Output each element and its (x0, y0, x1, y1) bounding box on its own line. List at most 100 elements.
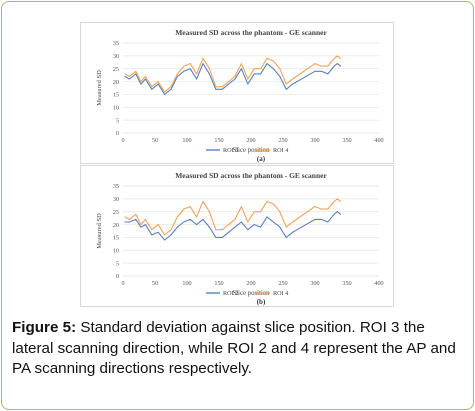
chart-a-x-tick-label: 0 (121, 137, 124, 144)
chart-b-series-1-point (240, 206, 242, 208)
chart-b-series-0-point (340, 213, 342, 215)
chart-a-series-0-point (260, 73, 262, 75)
chart-b-series-1-point (314, 206, 316, 208)
chart-a-series-0-point (234, 78, 236, 80)
chart-b-y-axis-label: Measured SD (96, 213, 103, 249)
chart-a-x-tick-label: 50 (152, 137, 158, 144)
chart-b-series-1-point (208, 211, 210, 213)
chart-a-y-axis-label: Measured SD (96, 70, 103, 106)
chart-a-series-1-point (340, 57, 342, 59)
chart-a-series-1-point (333, 57, 335, 59)
chart-a-x-tick-label: 400 (374, 137, 383, 144)
chart-a-svg: Measured SD across the phantom - GE scan… (96, 28, 384, 163)
chart-a-series-0-point (228, 83, 230, 85)
chart-b-series-1-point (260, 211, 262, 213)
chart-a-series-1-point (157, 81, 159, 83)
chart-b-series-0-point (221, 236, 223, 238)
chart-a-legend-label-1: ROI 4 (273, 147, 288, 154)
chart-b-series-0-point (327, 221, 329, 223)
chart-b-panel-label: (b) (257, 298, 266, 306)
chart-b-legend-label-0: ROI 2 (223, 290, 238, 297)
chart-b-series-1-point (151, 229, 153, 231)
chart-b-series-0-point (176, 226, 178, 228)
figure-caption: Figure 5: Standard deviation against sli… (12, 318, 464, 380)
chart-b-series-0-point (183, 221, 185, 223)
chart-a-series-0-point (327, 73, 329, 75)
chart-a-series-1-point (215, 86, 217, 88)
chart-a-series-0-point (151, 88, 153, 90)
chart-b-series-1-point (221, 229, 223, 231)
chart-a-series-1-point (170, 86, 172, 88)
chart-a-x-tick-label: 300 (310, 137, 319, 144)
chart-b-x-tick-label: 250 (278, 280, 287, 287)
chart-panel-b: Measured SD across the phantom - GE scan… (80, 165, 394, 307)
chart-b-series-1-point (266, 200, 268, 202)
chart-b-series-0-point (164, 239, 166, 241)
chart-b-x-tick-label: 100 (182, 280, 191, 287)
chart-a-series-0-point (340, 65, 342, 67)
chart-b-series-0-point (128, 221, 130, 223)
chart-b-series-1-point (157, 224, 159, 226)
chart-a-series-0-point (176, 75, 178, 77)
chart-a-series-1-point (140, 81, 142, 83)
chart-b-y-tick-label: 15 (113, 235, 119, 242)
chart-b-series-1-point (272, 203, 274, 205)
chart-b-series-0-point (144, 224, 146, 226)
chart-b-series-0-point (157, 231, 159, 233)
chart-b-y-tick-label: 10 (113, 247, 119, 254)
chart-b-y-tick-label: 0 (116, 273, 119, 280)
chart-a-x-tick-label: 350 (342, 137, 351, 144)
chart-b-y-tick-label: 25 (113, 209, 119, 216)
chart-a-series-0-point (196, 78, 198, 80)
chart-b-series-0-point (253, 224, 255, 226)
chart-b-series-0-line (124, 211, 341, 241)
chart-a-series-1-point (196, 73, 198, 75)
chart-a-y-tick-label: 0 (116, 130, 119, 137)
chart-a-x-tick-label: 250 (278, 137, 287, 144)
chart-b-series-0-point (285, 236, 287, 238)
chart-b-series-0-point (151, 234, 153, 236)
caption-text: Standard deviation against slice positio… (12, 319, 456, 377)
chart-b-series-1-point (196, 216, 198, 218)
chart-b-series-0-point (314, 218, 316, 220)
chart-b-series-1-point (124, 216, 126, 218)
chart-b-series-1-point (170, 229, 172, 231)
chart-b-series-1-point (234, 218, 236, 220)
chart-b-series-0-point (279, 226, 281, 228)
chart-a-series-1-point (285, 83, 287, 85)
chart-a-y-tick-label: 10 (113, 104, 119, 111)
chart-b-series-1-point (340, 200, 342, 202)
chart-a-series-0-point (253, 73, 255, 75)
chart-b-series-1-point (279, 211, 281, 213)
chart-b-series-1-point (164, 234, 166, 236)
chart-b-series-1-point (336, 198, 338, 200)
chart-a-series-0-point (279, 75, 281, 77)
chart-a-series-0-point (320, 70, 322, 72)
chart-a-series-1-line (124, 55, 341, 93)
chart-a-series-0-point (221, 88, 223, 90)
chart-a-series-1-point (124, 73, 126, 75)
chart-a-series-1-point (183, 65, 185, 67)
chart-a-series-0-point (140, 83, 142, 85)
chart-a-series-1-point (202, 57, 204, 59)
chart-a-series-1-point (292, 78, 294, 80)
chart-b-series-0-point (260, 226, 262, 228)
chart-b-series-0-point (247, 229, 249, 231)
chart-b-series-0-point (202, 218, 204, 220)
chart-b-x-tick-label: 0 (121, 280, 124, 287)
chart-b-series-1-point (144, 218, 146, 220)
chart-b-series-1-point (135, 213, 137, 215)
chart-b-x-tick-label: 150 (214, 280, 223, 287)
chart-a-series-0-point (170, 88, 172, 90)
chart-a-y-tick-label: 20 (113, 79, 119, 86)
chart-b-x-tick-label: 350 (342, 280, 351, 287)
chart-b-y-tick-label: 30 (113, 196, 119, 203)
chart-a-series-1-point (128, 75, 130, 77)
chart-b-series-1-point (215, 229, 217, 231)
chart-b-series-0-point (240, 221, 242, 223)
chart-b-x-axis-label: Slice position (232, 290, 270, 297)
chart-a-series-1-point (320, 65, 322, 67)
chart-b-series-0-point (228, 231, 230, 233)
chart-b-series-0-point (292, 231, 294, 233)
chart-a-series-1-point (247, 78, 249, 80)
